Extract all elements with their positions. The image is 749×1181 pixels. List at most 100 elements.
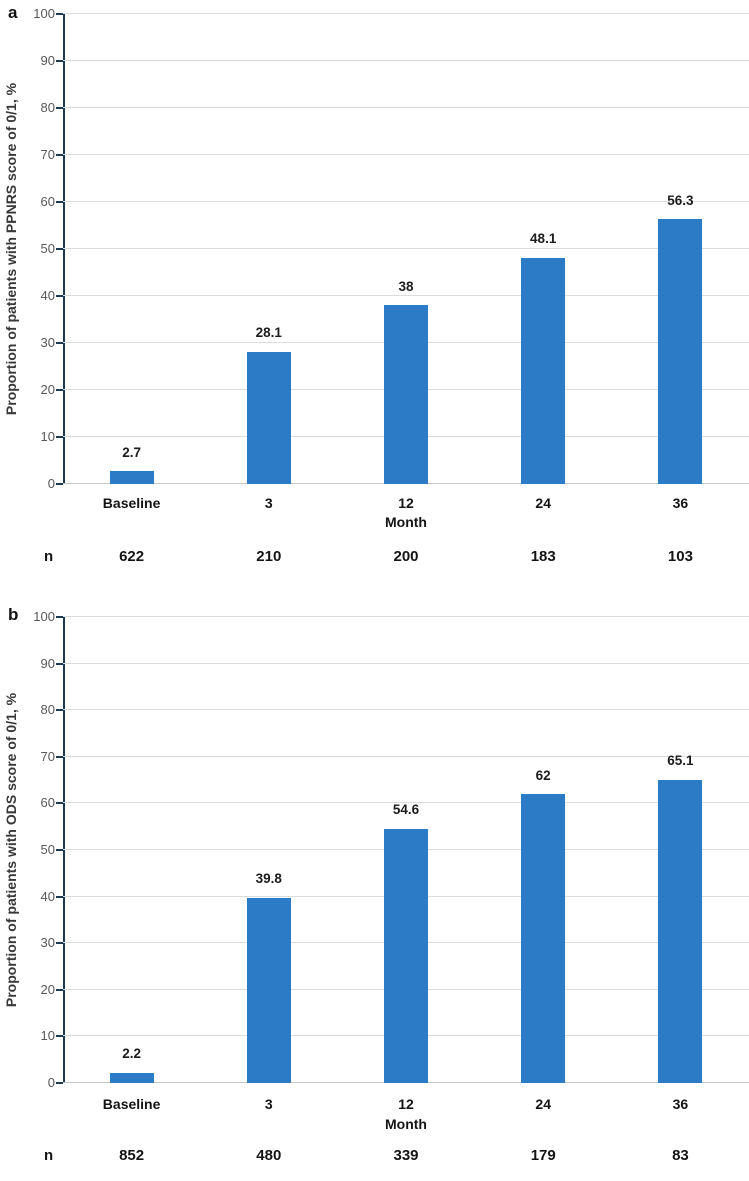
bar-column: 65.1 xyxy=(612,617,749,1083)
n-row-label: n xyxy=(44,1147,54,1164)
bar xyxy=(658,219,703,484)
y-tick-label: 10 xyxy=(40,429,55,444)
panel-label: b xyxy=(8,605,19,624)
y-tick-label: 20 xyxy=(40,382,55,397)
y-tick-label: 90 xyxy=(40,53,55,68)
bar-column: 56.3 xyxy=(612,14,749,484)
bar-value-label: 2.7 xyxy=(122,444,141,460)
n-value: 622 xyxy=(119,548,145,565)
y-axis-tick xyxy=(56,154,63,156)
y-axis-tick xyxy=(56,13,63,15)
x-axis-labels: Baseline 3 12 24 36 xyxy=(63,1097,749,1111)
gridline xyxy=(63,662,749,664)
chart-panel-b: b Proportion of patients with ODS score … xyxy=(0,590,749,1181)
n-value: 210 xyxy=(256,548,282,565)
bar xyxy=(521,257,566,484)
bar-column: 2.7 xyxy=(63,14,200,484)
bar xyxy=(521,794,566,1083)
y-tick-label: 60 xyxy=(40,194,55,209)
y-tick-label: 0 xyxy=(47,476,55,491)
x-tick-label: 24 xyxy=(535,1096,551,1112)
bar-column: 2.2 xyxy=(63,617,200,1083)
y-tick-label: 0 xyxy=(47,1075,55,1090)
bar-value-label: 39.8 xyxy=(255,871,282,887)
x-tick-label: 36 xyxy=(672,1096,689,1112)
n-value: 179 xyxy=(530,1147,556,1164)
y-tick-label: 80 xyxy=(40,100,55,115)
y-axis-tick xyxy=(56,436,63,438)
gridline xyxy=(63,60,749,61)
bar-value-label: 54.6 xyxy=(392,802,420,818)
bar-value-label: 48.1 xyxy=(530,231,557,247)
bar xyxy=(383,305,428,484)
bar-column: 48.1 xyxy=(475,14,612,484)
y-axis-tick xyxy=(56,342,63,344)
y-axis-line xyxy=(63,14,65,484)
bar xyxy=(246,351,291,484)
plot-area: Proportion of patients with PPNRS score … xyxy=(3,7,749,490)
n-row-label: n xyxy=(44,548,54,565)
y-axis-tick xyxy=(56,248,63,250)
chart-panel-a: a Proportion of patients with PPNRS scor… xyxy=(0,0,749,590)
bar xyxy=(658,779,703,1083)
y-tick-label: 70 xyxy=(40,147,55,162)
y-axis-tick xyxy=(56,616,63,618)
y-tick-label: 30 xyxy=(40,335,55,350)
y-axis-tick xyxy=(56,1082,63,1084)
n-row-values: 852 480 339 179 83 xyxy=(63,1148,749,1163)
n-value: 200 xyxy=(393,548,419,565)
y-axis-tick xyxy=(56,709,63,712)
x-tick-label: 24 xyxy=(535,495,551,511)
gridline xyxy=(63,295,749,296)
y-tick-label: 100 xyxy=(33,6,55,21)
panel-label: a xyxy=(8,3,18,22)
n-row-values: 622 210 200 183 103 xyxy=(63,549,749,564)
x-tick-label: 3 xyxy=(264,1096,273,1112)
gridline xyxy=(63,107,749,108)
bar-column: 38 xyxy=(337,14,474,484)
n-value: 83 xyxy=(672,1147,689,1164)
bar xyxy=(109,1072,154,1083)
y-axis-tick xyxy=(56,942,63,945)
y-axis-tick xyxy=(56,662,63,665)
bar-value-label: 62 xyxy=(535,767,551,783)
bar xyxy=(109,471,154,484)
y-tick-label: 50 xyxy=(40,842,55,857)
y-axis-tick xyxy=(56,895,63,898)
x-axis-title: Month xyxy=(385,1116,427,1132)
bar-value-label: 56.3 xyxy=(667,192,694,208)
y-tick-label: 50 xyxy=(40,241,55,256)
y-tick-label: 30 xyxy=(40,935,55,951)
gridline xyxy=(63,709,749,711)
plot-area: Proportion of patients with ODS score of… xyxy=(3,610,749,1089)
gridline xyxy=(63,154,749,155)
y-tick-label: 90 xyxy=(40,655,55,671)
y-axis-tick xyxy=(56,802,63,805)
gridline xyxy=(63,755,749,757)
y-tick-label: 100 xyxy=(33,609,55,624)
x-tick-label: 12 xyxy=(398,1096,414,1112)
bar-value-label: 28.1 xyxy=(255,325,282,341)
y-tick-label: 40 xyxy=(40,888,55,904)
x-tick-label: Baseline xyxy=(102,1096,161,1112)
bar-value-label: 2.2 xyxy=(122,1046,141,1062)
n-value: 339 xyxy=(393,1147,419,1164)
gridline xyxy=(63,201,749,202)
n-value: 480 xyxy=(256,1147,282,1164)
x-tick-label: 36 xyxy=(672,495,689,511)
bar-column: 62 xyxy=(475,617,612,1083)
gridline xyxy=(63,616,749,617)
y-axis-tick xyxy=(56,849,63,851)
x-axis-title: Month xyxy=(385,514,427,530)
y-axis-tick xyxy=(56,60,63,62)
x-axis-labels: Baseline 3 12 24 36 xyxy=(63,496,749,510)
bar-column: 28.1 xyxy=(200,14,337,484)
y-axis-tick xyxy=(56,295,63,297)
bar-column: 54.6 xyxy=(337,617,474,1083)
bar xyxy=(383,828,428,1083)
y-tick-label: 80 xyxy=(40,702,55,718)
y-tick-label: 70 xyxy=(40,748,55,764)
y-tick-label: 40 xyxy=(40,288,55,303)
n-value: 183 xyxy=(530,548,556,565)
